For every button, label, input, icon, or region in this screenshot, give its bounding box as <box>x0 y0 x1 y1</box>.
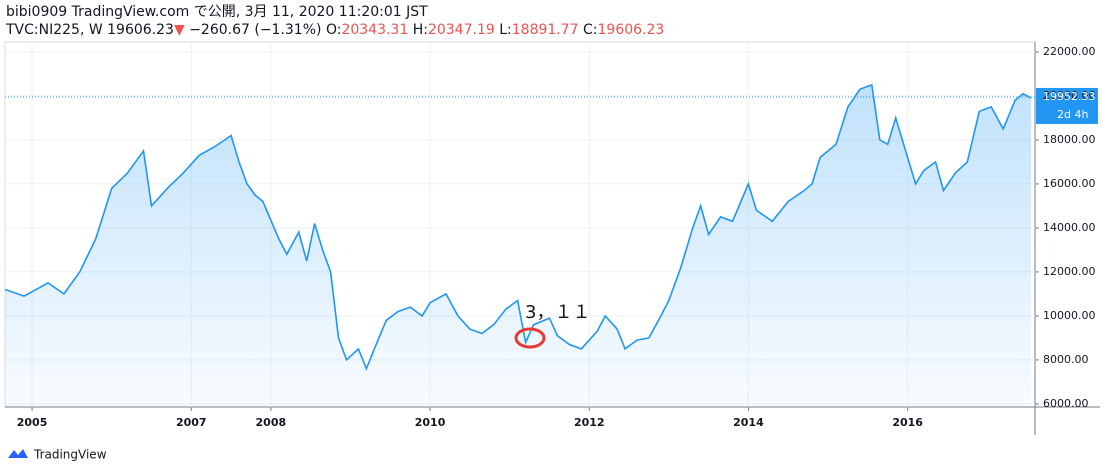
last-price-label: 19952.33 <box>1043 90 1096 103</box>
x-tick-label: 2016 <box>892 416 923 429</box>
y-tick-label: 22000.00 <box>1043 45 1096 58</box>
y-tick-label: 18000.00 <box>1043 133 1096 146</box>
x-tick-label: 2007 <box>176 416 207 429</box>
ohlc: O:20343.31 H:20347.19 L:18891.77 C:19606… <box>326 22 664 38</box>
ohlc-label: C: <box>583 22 598 38</box>
title: bibi0909 TradingView.com で公開, 3月 11, 202… <box>6 4 428 20</box>
legend: TVC:NI225, W 19606.23▼ −260.67 (−1.31%) … <box>6 21 664 39</box>
logo <box>8 449 28 458</box>
annotation: 3，１１ <box>525 302 590 323</box>
y-tick-label: 14000.00 <box>1043 221 1096 234</box>
x-tick-label: 2014 <box>733 416 764 429</box>
annotation-circle <box>514 327 546 349</box>
ohlc-value: 18891.77 <box>511 22 579 38</box>
y-tick-label: 8000.00 <box>1043 353 1089 366</box>
y-tick-label: 6000.00 <box>1043 397 1089 410</box>
y-tick-label: 10000.00 <box>1043 309 1096 322</box>
area <box>5 84 1032 408</box>
y-tick-label: 12000.00 <box>1043 265 1096 278</box>
ohlc-label: H: <box>412 22 428 38</box>
ohlc-label: L: <box>499 22 512 38</box>
header: bibi0909 TradingView.com で公開, 3月 11, 202… <box>6 3 664 39</box>
ohlc-label: O: <box>325 22 342 38</box>
arrow: ▼ <box>173 22 185 38</box>
y-tick-label: 16000.00 <box>1043 177 1096 190</box>
x-tick-label: 2005 <box>17 416 48 429</box>
x-tick-label: 2012 <box>574 416 605 429</box>
ohlc-value: 20347.19 <box>427 22 495 38</box>
brand: TradingView <box>33 448 107 462</box>
ohlc-value: 20343.31 <box>341 22 409 38</box>
y-tick-label: 20000.00 <box>1043 89 1096 102</box>
last-price-box <box>1036 87 1098 124</box>
ohlc-value: 19606.23 <box>597 22 665 38</box>
line <box>4 83 1032 371</box>
change: −260.67 (−1.31%) <box>189 22 322 38</box>
x-tick-label: 2008 <box>256 416 287 429</box>
symbol: TVC:NI225, W 19606.23 <box>6 22 174 38</box>
countdown: 2d 4h <box>1057 108 1088 121</box>
x-tick-label: 2010 <box>415 416 446 429</box>
